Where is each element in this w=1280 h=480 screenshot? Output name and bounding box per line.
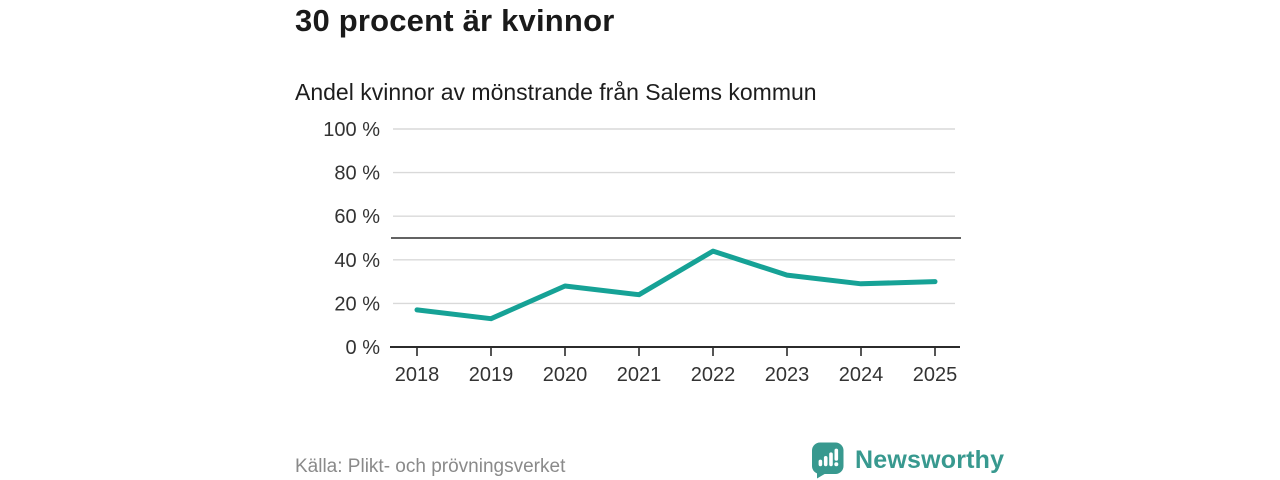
x-tick-label: 2023 <box>765 364 810 386</box>
x-tick-label: 2022 <box>691 364 736 386</box>
x-tick-label: 2021 <box>617 364 662 386</box>
y-tick-label: 20 % <box>334 293 380 315</box>
x-tick-label: 2018 <box>395 364 440 386</box>
source-note: Källa: Plikt- och prövningsverket <box>295 456 566 477</box>
y-tick-label: 0 % <box>346 337 381 359</box>
chart-subtitle: Andel kvinnor av mönstrande från Salems … <box>295 79 817 105</box>
y-tick-label: 60 % <box>334 206 380 228</box>
newsworthy-bubble-bar-chart-icon <box>812 442 844 479</box>
chart-headline: 30 procent är kvinnor <box>295 3 615 38</box>
x-tick-label: 2025 <box>913 364 958 386</box>
y-tick-label: 100 % <box>323 119 380 141</box>
x-tick-label: 2024 <box>839 364 884 386</box>
x-tick-label: 2020 <box>543 364 588 386</box>
y-tick-label: 80 % <box>334 163 380 185</box>
x-tick-label: 2019 <box>469 364 514 386</box>
y-tick-label: 40 % <box>334 250 380 272</box>
data-line <box>414 248 938 322</box>
newsworthy-logo: Newsworthy <box>810 441 1004 479</box>
line-chart: 0 % 20 % 40 % 60 % 80 % 100 % 2018 2019 2020 2021… <box>323 119 961 386</box>
brand-name: Newsworthy <box>855 445 1005 474</box>
